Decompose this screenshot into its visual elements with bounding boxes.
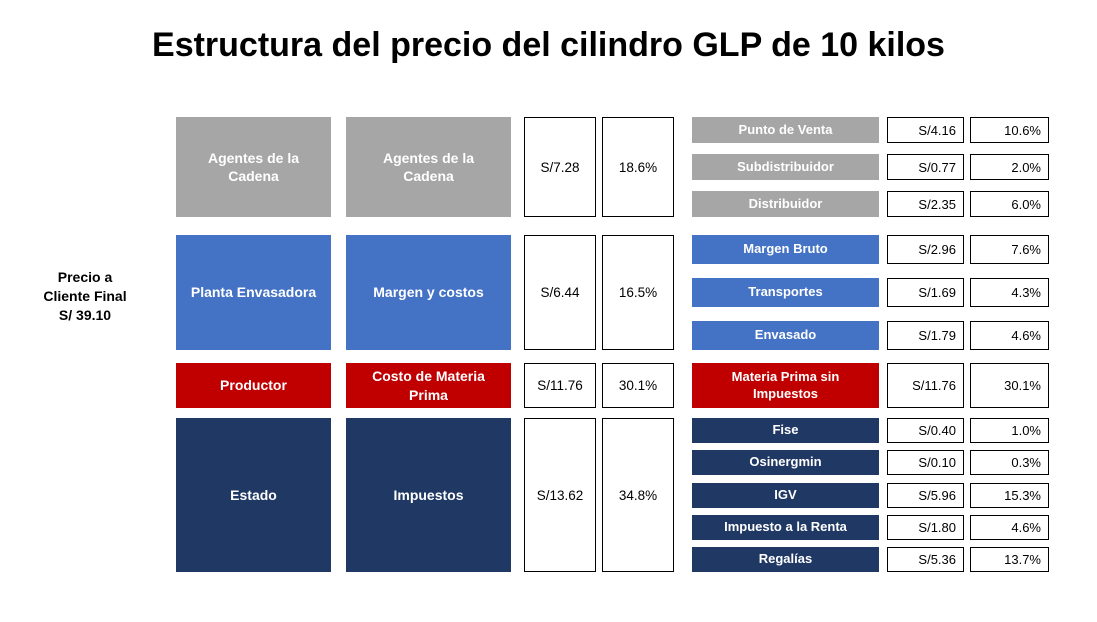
section-productor: Productor Costo de Materia Prima S/11.76… bbox=[176, 363, 1049, 408]
final-price-label: Precio a Cliente Final S/ 39.10 bbox=[43, 269, 127, 323]
detail-list: Materia Prima sin Impuestos S/11.76 30.1… bbox=[692, 363, 1049, 408]
total-percent-box: 16.5% bbox=[602, 235, 674, 350]
detail-percent-box: 1.0% bbox=[970, 418, 1049, 443]
detail-label: Subdistribuidor bbox=[692, 154, 879, 180]
detail-value-box: S/2.96 bbox=[887, 235, 964, 264]
detail-label: IGV bbox=[692, 482, 879, 508]
detail-percent-box: 0.3% bbox=[970, 450, 1049, 476]
detail-label: Impuesto a la Renta bbox=[692, 514, 879, 540]
detail-value-box: S/4.16 bbox=[887, 117, 964, 143]
detail-list: Punto de Venta S/4.16 10.6% Subdistribui… bbox=[692, 117, 1049, 217]
detail-row: Regalías S/5.36 13.7% bbox=[692, 547, 1049, 572]
detail-row: Impuesto a la Renta S/1.80 4.6% bbox=[692, 514, 1049, 540]
detail-value-box: S/5.96 bbox=[887, 482, 964, 508]
detail-row: IGV S/5.96 15.3% bbox=[692, 482, 1049, 508]
detail-percent-box: 4.6% bbox=[970, 514, 1049, 540]
detail-percent-box: 2.0% bbox=[970, 154, 1049, 180]
detail-label: Punto de Venta bbox=[692, 117, 879, 143]
detail-value-box: S/11.76 bbox=[887, 363, 964, 408]
detail-percent-box: 13.7% bbox=[970, 547, 1049, 572]
detail-row: Punto de Venta S/4.16 10.6% bbox=[692, 117, 1049, 143]
detail-percent-box: 4.6% bbox=[970, 321, 1049, 350]
detail-label: Margen Bruto bbox=[692, 235, 879, 264]
detail-row: Fise S/0.40 1.0% bbox=[692, 418, 1049, 443]
detail-value-box: S/1.79 bbox=[887, 321, 964, 350]
total-percent-box: 34.8% bbox=[602, 418, 674, 572]
detail-value-box: S/1.80 bbox=[887, 514, 964, 540]
concept-box: Agentes de la Cadena bbox=[346, 117, 511, 217]
detail-value-box: S/5.36 bbox=[887, 547, 964, 572]
detail-value-box: S/0.10 bbox=[887, 450, 964, 476]
detail-row: Distribuidor S/2.35 6.0% bbox=[692, 191, 1049, 217]
price-structure-diagram: Agentes de la Cadena Agentes de la Caden… bbox=[176, 117, 1049, 572]
total-value-box: S/6.44 bbox=[524, 235, 596, 350]
detail-label: Envasado bbox=[692, 321, 879, 350]
detail-value-box: S/0.77 bbox=[887, 154, 964, 180]
detail-row: Subdistribuidor S/0.77 2.0% bbox=[692, 154, 1049, 180]
agent-box: Agentes de la Cadena bbox=[176, 117, 331, 217]
concept-box: Costo de Materia Prima bbox=[346, 363, 511, 408]
total-percent-box: 18.6% bbox=[602, 117, 674, 217]
detail-percent-box: 7.6% bbox=[970, 235, 1049, 264]
detail-value-box: S/0.40 bbox=[887, 418, 964, 443]
detail-row: Transportes S/1.69 4.3% bbox=[692, 278, 1049, 307]
detail-row: Envasado S/1.79 4.6% bbox=[692, 321, 1049, 350]
total-value-box: S/13.62 bbox=[524, 418, 596, 572]
agent-box: Productor bbox=[176, 363, 331, 408]
detail-percent-box: 10.6% bbox=[970, 117, 1049, 143]
detail-label: Fise bbox=[692, 418, 879, 443]
concept-box: Margen y costos bbox=[346, 235, 511, 350]
detail-percent-box: 30.1% bbox=[970, 363, 1049, 408]
detail-value-box: S/1.69 bbox=[887, 278, 964, 307]
section-planta-envasadora: Planta Envasadora Margen y costos S/6.44… bbox=[176, 235, 1049, 350]
detail-label: Distribuidor bbox=[692, 191, 879, 217]
detail-list: Fise S/0.40 1.0% Osinergmin S/0.10 0.3% … bbox=[692, 418, 1049, 572]
detail-row: Materia Prima sin Impuestos S/11.76 30.1… bbox=[692, 363, 1049, 408]
concept-box: Impuestos bbox=[346, 418, 511, 572]
detail-value-box: S/2.35 bbox=[887, 191, 964, 217]
agent-box: Planta Envasadora bbox=[176, 235, 331, 350]
detail-row: Osinergmin S/0.10 0.3% bbox=[692, 450, 1049, 476]
total-value-box: S/11.76 bbox=[524, 363, 596, 408]
total-value-box: S/7.28 bbox=[524, 117, 596, 217]
detail-list: Margen Bruto S/2.96 7.6% Transportes S/1… bbox=[692, 235, 1049, 350]
page-title: Estructura del precio del cilindro GLP d… bbox=[152, 26, 945, 64]
detail-label: Transportes bbox=[692, 278, 879, 307]
agent-box: Estado bbox=[176, 418, 331, 572]
detail-label: Materia Prima sin Impuestos bbox=[692, 363, 879, 408]
total-percent-box: 30.1% bbox=[602, 363, 674, 408]
detail-percent-box: 6.0% bbox=[970, 191, 1049, 217]
detail-row: Margen Bruto S/2.96 7.6% bbox=[692, 235, 1049, 264]
section-agentes-cadena: Agentes de la Cadena Agentes de la Caden… bbox=[176, 117, 1049, 217]
detail-label: Regalías bbox=[692, 547, 879, 572]
detail-percent-box: 15.3% bbox=[970, 482, 1049, 508]
detail-label: Osinergmin bbox=[692, 450, 879, 476]
detail-percent-box: 4.3% bbox=[970, 278, 1049, 307]
section-estado: Estado Impuestos S/13.62 34.8% Fise S/0.… bbox=[176, 418, 1049, 572]
